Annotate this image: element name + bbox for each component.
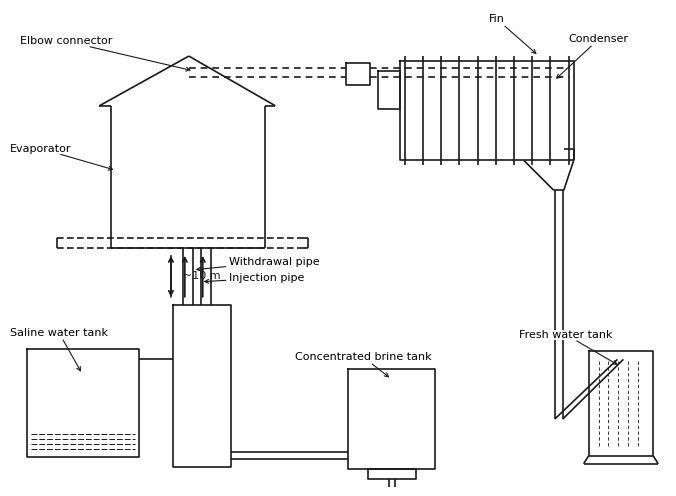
Text: Fresh water tank: Fresh water tank — [519, 329, 617, 364]
Text: Evaporator: Evaporator — [10, 143, 112, 170]
Text: Fin: Fin — [489, 14, 536, 54]
Text: Condenser: Condenser — [557, 34, 629, 78]
Text: Elbow connector: Elbow connector — [20, 36, 190, 71]
Text: Injection pipe: Injection pipe — [205, 273, 304, 283]
Text: Withdrawal pipe: Withdrawal pipe — [197, 257, 319, 271]
Text: Concentrated brine tank: Concentrated brine tank — [295, 352, 432, 377]
Text: ~10 m: ~10 m — [183, 271, 220, 281]
Text: Saline water tank: Saline water tank — [10, 327, 108, 371]
